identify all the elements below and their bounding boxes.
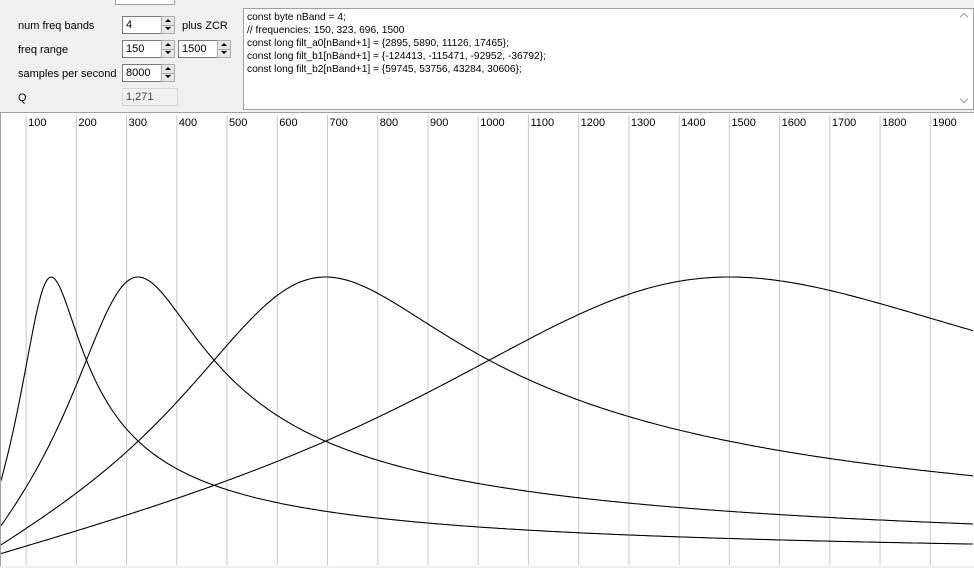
spin-down-icon[interactable] xyxy=(218,49,230,57)
spin-up-icon[interactable] xyxy=(218,41,230,50)
x-tick-label: 1600 xyxy=(782,117,806,129)
freq-range-max-spinner[interactable] xyxy=(217,40,231,58)
code-line: // frequencies: 150, 323, 696, 1500 xyxy=(247,25,405,36)
x-tick-label: 1300 xyxy=(631,117,655,129)
freq-range-min-input[interactable]: 150 xyxy=(122,40,162,58)
scroll-up-icon[interactable] xyxy=(960,12,970,22)
freq-range-label: freq range xyxy=(18,44,69,56)
code-line: const byte nBand = 4; xyxy=(247,12,346,23)
x-tick-label: 1900 xyxy=(932,117,956,129)
chart-curves xyxy=(0,276,974,555)
x-tick-label: 300 xyxy=(129,117,147,129)
code-output-textarea[interactable]: const byte nBand = 4; // frequencies: 15… xyxy=(243,8,974,110)
x-tick-label: 1000 xyxy=(480,117,504,129)
freq-range-max-input[interactable]: 1500 xyxy=(178,40,218,58)
x-tick-label: 700 xyxy=(330,117,348,129)
samples-per-second-spinner[interactable] xyxy=(161,64,175,82)
x-tick-label: 800 xyxy=(380,117,398,129)
spin-down-icon[interactable] xyxy=(162,49,174,57)
band-response-curve-1 xyxy=(0,276,973,545)
q-value: 1,271 xyxy=(122,88,178,106)
samples-per-second-input[interactable]: 8000 xyxy=(122,64,162,82)
chart-grid xyxy=(25,115,931,565)
x-tick-label: 1400 xyxy=(681,117,705,129)
frequency-response-chart: 100 200 300 400 500 600 700 800 900 1000 1100 1200 1… xyxy=(0,115,974,565)
x-tick-label: 1700 xyxy=(832,117,856,129)
tab-stub[interactable] xyxy=(115,0,175,5)
code-line: const long filt_b1[nBand+1] = {-124413, … xyxy=(247,51,546,62)
spin-up-icon[interactable] xyxy=(162,17,174,26)
spin-down-icon[interactable] xyxy=(162,73,174,81)
band-response-curve-3 xyxy=(0,276,974,546)
x-tick-label: 1200 xyxy=(581,117,605,129)
x-tick-label: 500 xyxy=(229,117,247,129)
x-tick-label: 1800 xyxy=(882,117,906,129)
x-tick-label: 400 xyxy=(179,117,197,129)
code-line: const long filt_b2[nBand+1] = {59745, 53… xyxy=(247,64,522,75)
frequency-response-plot: 100 200 300 400 500 600 700 800 900 1000 1100 1200 1… xyxy=(0,112,974,566)
num-freq-bands-spinner[interactable] xyxy=(161,16,175,34)
x-tick-label: 100 xyxy=(28,117,46,129)
x-tick-label: 600 xyxy=(279,117,297,129)
band-response-curve-4 xyxy=(0,276,974,555)
scroll-down-icon[interactable] xyxy=(960,96,970,106)
spin-up-icon[interactable] xyxy=(162,41,174,50)
plus-zcr-label: plus ZCR xyxy=(182,20,228,32)
spin-down-icon[interactable] xyxy=(162,25,174,33)
spin-up-icon[interactable] xyxy=(162,65,174,74)
code-line: const long filt_a0[nBand+1] = {2895, 589… xyxy=(247,38,509,49)
tab-strip xyxy=(0,0,974,6)
num-freq-bands-label: num freq bands xyxy=(18,20,95,32)
x-tick-label: 1100 xyxy=(530,117,554,129)
freq-range-min-spinner[interactable] xyxy=(161,40,175,58)
q-label: Q xyxy=(18,92,27,104)
x-tick-label: 1500 xyxy=(731,117,755,129)
x-tick-label: 200 xyxy=(78,117,96,129)
band-response-curve-2 xyxy=(0,276,974,527)
num-freq-bands-input[interactable]: 4 xyxy=(122,16,162,34)
samples-per-second-label: samples per second xyxy=(18,68,117,80)
x-tick-label: 900 xyxy=(430,117,448,129)
chart-tick-labels: 100 200 300 400 500 600 700 800 900 1000 1100 1200 1… xyxy=(28,117,957,129)
